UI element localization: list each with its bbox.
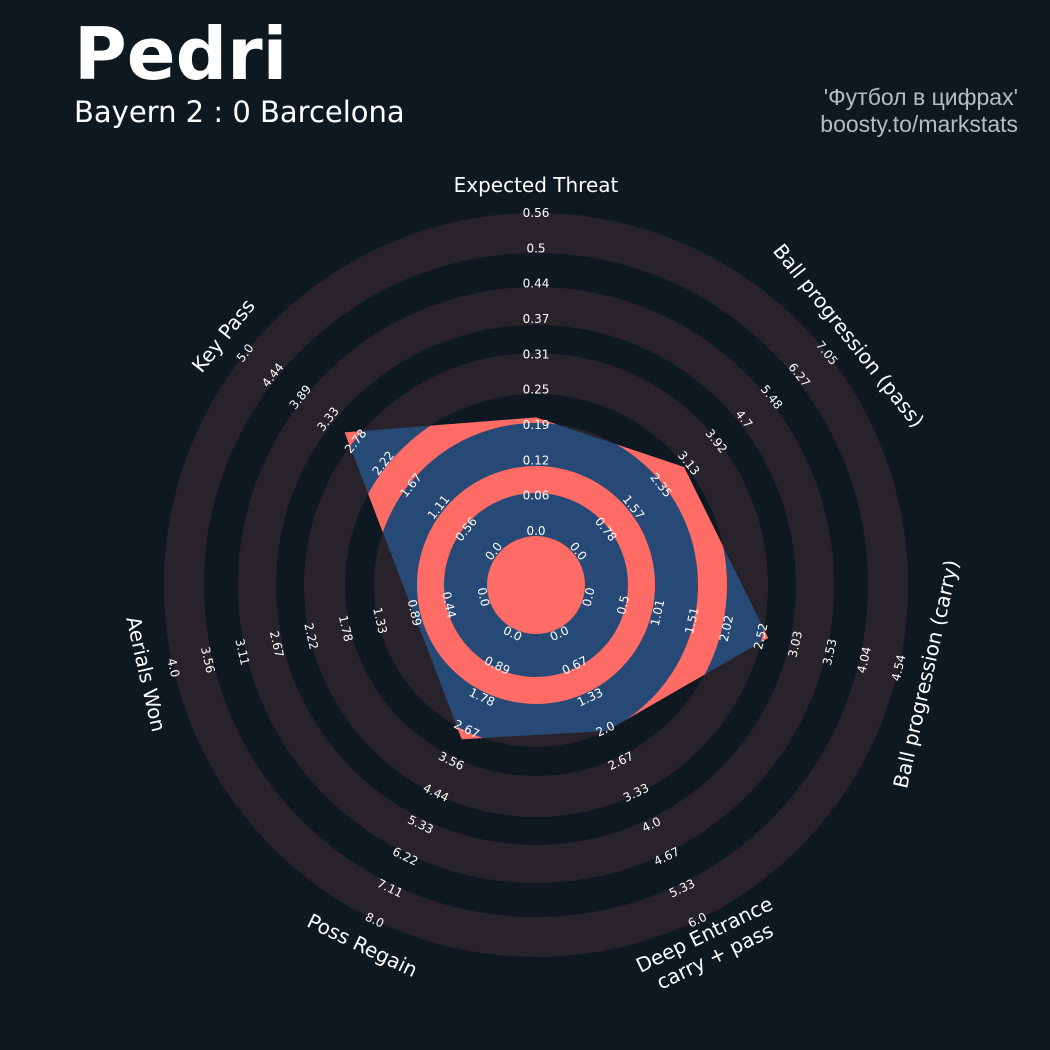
tick-label: 0.44 xyxy=(523,277,550,291)
param-label: Aerials Won xyxy=(121,614,171,734)
tick-label: 0.0 xyxy=(474,586,492,608)
tick-label: 1.78 xyxy=(336,614,356,643)
tick-label: 3.56 xyxy=(198,645,218,674)
player-name-title: Pedri xyxy=(74,12,288,96)
tick-label: 0.89 xyxy=(405,598,425,627)
tick-label: 2.02 xyxy=(717,614,737,643)
tick-label: 0.56 xyxy=(523,206,550,220)
tick-label: 3.53 xyxy=(820,637,840,666)
param-label-line: Aerials Won xyxy=(121,614,171,734)
tick-label: 2.22 xyxy=(301,622,321,651)
tick-label: 4.0 xyxy=(164,657,182,679)
tick-label: 3.03 xyxy=(786,630,806,659)
tick-label: 0.12 xyxy=(523,453,550,467)
tick-label: 0.0 xyxy=(580,586,598,608)
tick-label: 2.67 xyxy=(267,630,287,659)
tick-label: 0.0 xyxy=(526,524,545,538)
player-ring xyxy=(417,466,655,704)
tick-label: 2.52 xyxy=(751,622,771,651)
tick-label: 0.5 xyxy=(526,241,545,255)
tick-label: 4.54 xyxy=(889,653,909,682)
tick-label: 0.37 xyxy=(523,312,550,326)
tick-label: 4.04 xyxy=(854,645,874,674)
tick-label: 0.19 xyxy=(523,418,550,432)
tick-label: 1.33 xyxy=(370,606,390,635)
tick-label: 0.25 xyxy=(523,383,550,397)
tick-label: 1.51 xyxy=(682,606,702,635)
tick-label: 0.5 xyxy=(614,594,632,616)
match-subtitle: Bayern 2 : 0 Barcelona xyxy=(74,95,405,129)
tick-label: 1.01 xyxy=(648,598,668,627)
credit-channel-name: 'Футбол в цифрах' xyxy=(823,84,1018,110)
param-label: Expected Threat xyxy=(454,173,619,197)
tick-label: 3.11 xyxy=(232,637,252,666)
tick-label: 0.44 xyxy=(439,590,459,619)
player-polygon-group xyxy=(344,417,769,740)
param-label-line: Expected Threat xyxy=(454,173,619,197)
background-ring xyxy=(304,353,768,817)
background-ring xyxy=(238,287,834,883)
credit-url: boosty.to/markstats xyxy=(820,111,1018,137)
player-inner-circle xyxy=(487,536,585,634)
tick-label: 0.06 xyxy=(523,489,550,503)
background-ring xyxy=(164,213,908,957)
tick-label: 0.31 xyxy=(523,347,550,361)
